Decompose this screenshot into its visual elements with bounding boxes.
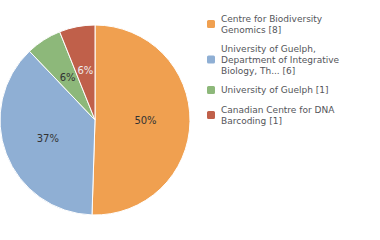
svg-text:6%: 6% [60,72,76,83]
svg-text:Centre for Biodiversity: Centre for Biodiversity [221,14,323,24]
svg-text:University of Guelph [1]: University of Guelph [1] [221,85,329,95]
svg-text:37%: 37% [37,133,59,144]
svg-text:University of Guelph,: University of Guelph, [221,44,316,54]
svg-text:Biology, Th... [6]: Biology, Th... [6] [221,66,295,76]
svg-text:6%: 6% [78,65,94,76]
svg-text:Barcoding [1]: Barcoding [1] [221,116,282,126]
svg-text:50%: 50% [134,115,156,126]
svg-text:Genomics [8]: Genomics [8] [221,25,281,35]
svg-text:Department of Integrative: Department of Integrative [221,55,340,65]
svg-text:Canadian Centre for DNA: Canadian Centre for DNA [221,105,335,115]
